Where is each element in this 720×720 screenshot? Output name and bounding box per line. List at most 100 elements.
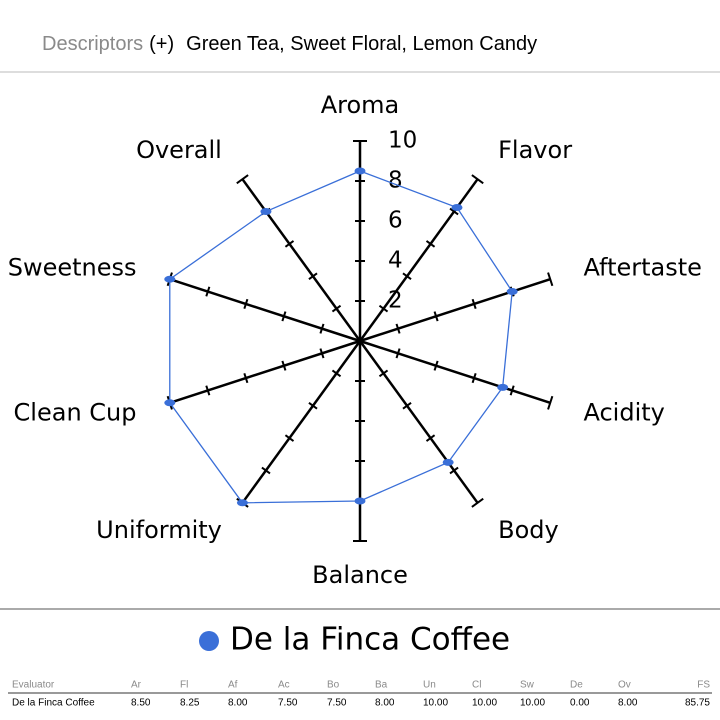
table-cell: 7.50 bbox=[278, 698, 298, 709]
table-cell: 8.00 bbox=[618, 698, 638, 709]
tick-mark bbox=[281, 311, 287, 322]
table-cell: 8.50 bbox=[131, 698, 151, 709]
tick-mark bbox=[261, 466, 271, 475]
tick-mark bbox=[471, 497, 484, 508]
tick-mark bbox=[284, 240, 295, 248]
tick-mark bbox=[378, 369, 389, 378]
column-header: Ov bbox=[618, 680, 631, 691]
data-point bbox=[164, 399, 176, 407]
tick-mark bbox=[319, 323, 325, 334]
data-point bbox=[236, 499, 248, 507]
tick-mark bbox=[402, 272, 412, 281]
axis-label: Aftertaste bbox=[583, 253, 701, 281]
series-outline bbox=[169, 170, 513, 504]
tick-mark bbox=[378, 304, 389, 313]
table-cell: 10.00 bbox=[423, 698, 448, 709]
column-header: Sw bbox=[520, 680, 535, 691]
descriptor-text: Green Tea, Sweet Floral, Lemon Candy bbox=[186, 33, 537, 55]
r-tick-label: 4 bbox=[388, 248, 403, 274]
column-header: Ac bbox=[278, 680, 290, 691]
table-cell: 0.00 bbox=[570, 698, 590, 709]
tick-mark bbox=[331, 369, 342, 378]
column-header: Ar bbox=[131, 680, 142, 691]
tick-mark bbox=[471, 373, 477, 384]
table-cell: 8.00 bbox=[228, 698, 248, 709]
data-point bbox=[506, 288, 518, 296]
tick-mark bbox=[433, 311, 439, 322]
tick-mark bbox=[205, 385, 211, 396]
tick-mark bbox=[243, 373, 249, 384]
table-cell: 10.00 bbox=[520, 698, 545, 709]
tick-mark bbox=[402, 401, 412, 410]
tick-mark bbox=[471, 174, 484, 185]
column-header: Af bbox=[228, 680, 238, 691]
tick-mark bbox=[205, 286, 211, 297]
tick-mark bbox=[433, 360, 439, 371]
axis-label: Uniformity bbox=[96, 516, 222, 544]
tick-mark bbox=[449, 207, 459, 216]
tick-mark bbox=[471, 298, 477, 309]
table-cell: 8.25 bbox=[180, 698, 200, 709]
axis-spoke bbox=[359, 278, 551, 343]
data-point bbox=[354, 167, 366, 175]
data-point bbox=[164, 275, 176, 283]
axis-label: Overall bbox=[136, 136, 222, 164]
score-table: Evaluator Ar Fl Af Ac Bo Ba Un Cl Sw De Ov FS De la F… bbox=[8, 680, 712, 709]
axis-label: Clean Cup bbox=[14, 399, 137, 427]
tick-mark bbox=[308, 401, 318, 410]
data-point bbox=[442, 458, 454, 466]
axis-spoke bbox=[169, 339, 361, 404]
column-header: Un bbox=[423, 680, 436, 691]
column-header: Cl bbox=[472, 680, 481, 691]
legend-label: De la Finca Coffee bbox=[230, 622, 510, 658]
axis-spoke bbox=[359, 339, 551, 404]
data-point bbox=[497, 383, 509, 391]
descriptor-label: Descriptors bbox=[42, 33, 143, 55]
tick-mark bbox=[547, 272, 554, 287]
tick-mark bbox=[319, 348, 325, 359]
data-point bbox=[451, 204, 463, 212]
axis-spoke bbox=[241, 178, 362, 342]
table-cell: 7.50 bbox=[327, 698, 347, 709]
table-cell: 85.75 bbox=[685, 698, 710, 709]
column-header: Ba bbox=[375, 680, 388, 691]
table-cell: 8.00 bbox=[375, 698, 395, 709]
tick-mark bbox=[308, 272, 318, 281]
r-tick-label: 8 bbox=[388, 168, 403, 194]
tick-mark bbox=[281, 360, 287, 371]
column-header: Evaluator bbox=[12, 680, 55, 691]
axis-label: Balance bbox=[312, 561, 408, 589]
r-tick-label: 2 bbox=[388, 288, 403, 314]
axis-label: Body bbox=[498, 516, 559, 544]
axis-label: Sweetness bbox=[8, 253, 137, 281]
r-tick-label: 6 bbox=[388, 208, 403, 234]
column-header: Bo bbox=[327, 680, 340, 691]
tick-mark bbox=[547, 395, 554, 410]
tick-mark bbox=[425, 434, 436, 442]
descriptor-header: Descriptors (+) Green Tea, Sweet Floral, L… bbox=[42, 33, 537, 55]
tick-mark bbox=[331, 304, 342, 313]
radar-chart: Aroma Flavor Aftertaste Acidity Body Balance U… bbox=[8, 91, 702, 658]
data-point bbox=[260, 208, 272, 216]
descriptor-sign: (+) bbox=[149, 33, 174, 55]
tick-mark bbox=[236, 174, 249, 185]
tick-mark bbox=[243, 298, 249, 309]
tick-mark bbox=[425, 240, 436, 248]
axis-spoke bbox=[358, 178, 479, 342]
table-cell: De la Finca Coffee bbox=[12, 698, 95, 709]
tick-mark bbox=[395, 348, 401, 359]
tick-mark bbox=[284, 434, 295, 442]
axis-spoke bbox=[169, 278, 361, 343]
r-tick-label: 10 bbox=[388, 128, 417, 154]
tick-mark bbox=[509, 385, 515, 396]
column-header: De bbox=[570, 680, 583, 691]
legend-marker bbox=[199, 631, 219, 651]
axis-label: Acidity bbox=[583, 399, 664, 427]
tick-mark bbox=[449, 466, 459, 475]
axis-spoke bbox=[241, 340, 362, 504]
axis-label: Aroma bbox=[321, 91, 400, 119]
column-header: FS bbox=[697, 680, 710, 691]
table-cell: 10.00 bbox=[472, 698, 497, 709]
tick-mark bbox=[395, 323, 401, 334]
